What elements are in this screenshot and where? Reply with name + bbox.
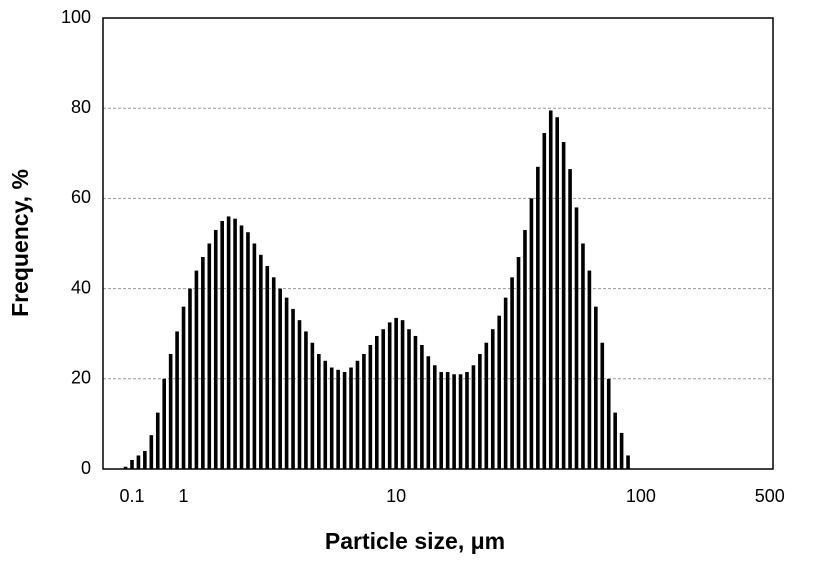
bar xyxy=(387,322,392,469)
bar xyxy=(162,378,167,469)
bar xyxy=(587,270,592,469)
bar xyxy=(555,117,559,469)
bar xyxy=(561,142,566,469)
y-tick-label: 20 xyxy=(71,368,91,388)
bar xyxy=(426,356,431,469)
bar xyxy=(123,466,128,469)
bar xyxy=(149,435,154,469)
y-tick-label: 80 xyxy=(71,97,91,117)
bar xyxy=(284,297,289,469)
bar xyxy=(548,110,553,469)
bar xyxy=(130,459,134,469)
bar xyxy=(407,329,411,469)
bar xyxy=(310,342,315,469)
bar xyxy=(484,342,489,469)
bar xyxy=(458,374,463,469)
bar xyxy=(168,353,173,469)
y-axis-title: Frequency, % xyxy=(7,169,33,317)
bar xyxy=(600,342,605,469)
bar xyxy=(432,365,437,469)
y-tick-label: 40 xyxy=(71,277,91,297)
bar xyxy=(478,353,482,469)
bar xyxy=(271,277,276,469)
bar xyxy=(497,315,502,469)
x-tick-label: 500 xyxy=(755,486,785,506)
bar xyxy=(207,243,212,469)
bar xyxy=(465,372,469,469)
bar xyxy=(362,353,366,469)
bar xyxy=(581,243,585,469)
y-tick-label: 0 xyxy=(81,458,91,478)
x-tick-label: 10 xyxy=(386,486,406,506)
bar xyxy=(259,254,263,469)
x-tick-label: 1 xyxy=(179,486,189,506)
bar xyxy=(536,166,540,469)
x-tick-label: 0.1 xyxy=(119,486,144,506)
bar xyxy=(619,432,624,469)
bar xyxy=(381,329,386,469)
bar xyxy=(304,331,308,469)
bar xyxy=(568,169,572,469)
bar xyxy=(155,412,160,469)
bar xyxy=(246,232,250,469)
bar xyxy=(291,308,295,469)
bar xyxy=(529,198,534,469)
bar xyxy=(368,344,373,469)
x-axis-title: Particle size, μm xyxy=(325,528,505,554)
bar xyxy=(349,367,353,469)
bar xyxy=(175,331,179,469)
bar xyxy=(606,378,611,469)
bar xyxy=(626,455,630,469)
y-tick-label: 60 xyxy=(71,187,91,207)
bar xyxy=(265,266,270,469)
bar xyxy=(188,288,192,469)
bar xyxy=(226,216,231,469)
bar xyxy=(394,317,398,469)
bar xyxy=(523,229,527,469)
bar xyxy=(413,335,418,469)
bar xyxy=(342,372,347,469)
bar xyxy=(374,335,379,469)
bar xyxy=(194,270,199,469)
bar xyxy=(181,306,186,469)
bar xyxy=(439,372,444,469)
bar xyxy=(136,455,141,469)
bar xyxy=(329,367,334,469)
bar xyxy=(516,257,521,469)
bar xyxy=(542,133,547,469)
y-tick-label: 100 xyxy=(61,7,91,27)
bar xyxy=(278,288,282,469)
bar xyxy=(420,344,424,469)
bar xyxy=(452,374,456,469)
bar xyxy=(445,372,450,469)
bar xyxy=(143,450,147,469)
bar xyxy=(297,320,302,469)
bar xyxy=(239,225,244,469)
bar xyxy=(400,320,405,469)
bar xyxy=(201,257,205,469)
bar xyxy=(490,329,495,469)
bar xyxy=(574,207,579,470)
bar xyxy=(594,306,598,469)
bar xyxy=(613,412,617,469)
bar xyxy=(503,297,508,469)
bar xyxy=(233,218,237,469)
bar xyxy=(355,360,360,469)
bar xyxy=(213,229,218,469)
bar xyxy=(471,365,476,469)
bar xyxy=(510,277,514,469)
bar xyxy=(220,220,224,469)
bar xyxy=(336,369,340,469)
bar xyxy=(317,353,321,469)
x-tick-label: 100 xyxy=(626,486,656,506)
bar xyxy=(252,243,257,469)
plot-frame xyxy=(102,17,774,470)
bar xyxy=(323,360,328,469)
